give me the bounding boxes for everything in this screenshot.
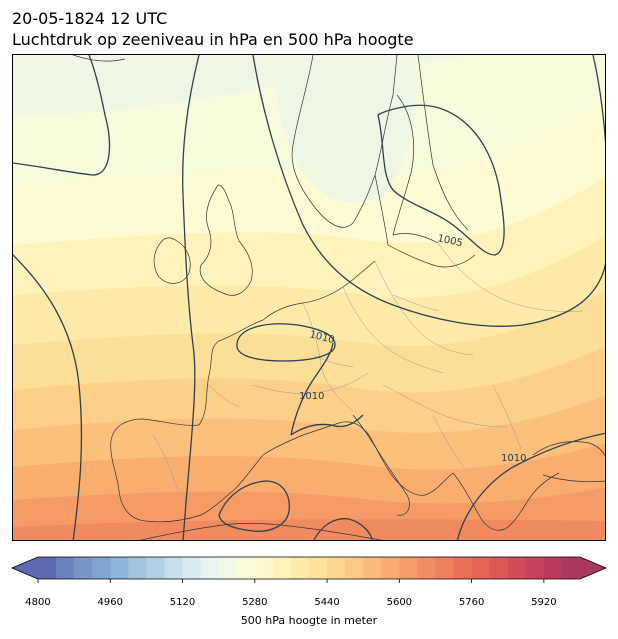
- colorbar-cell: [92, 557, 111, 579]
- colorbar-tick-label: 5920: [531, 597, 556, 608]
- colorbar-cell: [345, 557, 364, 579]
- colorbar-cell: [309, 557, 328, 579]
- coastline-balkans-greece: [452, 472, 560, 531]
- border-line: [437, 242, 584, 312]
- colorbar-cell: [290, 557, 310, 579]
- colorbar-cell: [56, 557, 75, 579]
- isobar-line: [13, 55, 111, 176]
- colorbar-label: 500 hPa hoogte in meter: [240, 614, 378, 627]
- isobar-line: [218, 480, 290, 532]
- isobar-label: 1005: [436, 233, 463, 249]
- colorbar-tick-label: 5280: [242, 597, 267, 608]
- colorbar-cell: [146, 557, 165, 579]
- isobar-line: [290, 342, 334, 436]
- isobar-line: [290, 414, 364, 436]
- colorbar-cell: [164, 557, 183, 579]
- colorbar-cell: [453, 557, 472, 579]
- colorbar-cell: [74, 557, 93, 579]
- colorbar-cell: [471, 557, 491, 579]
- isobar-label: 1010: [501, 453, 526, 464]
- coastline-norway: [291, 55, 398, 228]
- height-band: [274, 55, 417, 204]
- colorbar-cell: [525, 557, 545, 579]
- coastline-north-africa: [140, 522, 383, 540]
- isobar-line: [456, 432, 605, 540]
- map-date-title: 20-05-1824 12 UTC: [12, 9, 168, 28]
- coastline-continent-north: [262, 260, 376, 321]
- colorbar-cell: [399, 557, 418, 579]
- border-line: [432, 384, 522, 470]
- map-panel: 1005 1010 1010 1010: [12, 54, 606, 541]
- colorbar-tick-label: 5600: [387, 597, 412, 608]
- isobar-line: [13, 254, 83, 540]
- weather-map: 1005 1010 1010 1010: [13, 55, 605, 540]
- coastline-sweden-finland: [374, 55, 469, 246]
- colorbar-cell: [381, 557, 400, 579]
- coastline-baltic: [387, 233, 476, 268]
- coastline-iceland: [72, 55, 126, 62]
- border-line: [312, 294, 440, 368]
- colorbar-cell: [218, 557, 238, 579]
- border-line: [374, 260, 474, 356]
- colorbar-cell: [507, 557, 527, 579]
- colorbar-extend-low: [12, 557, 38, 579]
- border-line: [302, 302, 354, 412]
- border-line: [342, 286, 444, 374]
- coastline-mediterranean: [262, 421, 454, 496]
- colorbar-cell: [561, 557, 581, 579]
- colorbar-cell: [236, 557, 256, 579]
- isobar-line: [313, 518, 374, 540]
- coastline-britain: [199, 184, 253, 296]
- isobar-line: [252, 55, 605, 327]
- border-line: [152, 384, 240, 490]
- height-colorbar: 4800 4960 5120 5280 5440 5600 5760 5920: [10, 556, 608, 608]
- colorbar-tick-label: 5760: [459, 597, 484, 608]
- colorbar-cell: [128, 557, 147, 579]
- coastline-france-atlantic: [198, 319, 264, 426]
- coastline-black-sea: [532, 441, 605, 483]
- colorbar-extend-high: [580, 557, 606, 579]
- height-band: [13, 519, 605, 540]
- colorbar-tick-label: 4960: [98, 597, 123, 608]
- colorbar-cell: [489, 557, 509, 579]
- colorbar-cell: [272, 557, 292, 579]
- colorbar-cell: [435, 557, 454, 579]
- border-line: [382, 384, 508, 428]
- coastline-italy: [352, 414, 410, 516]
- colorbar-cell: [38, 557, 57, 579]
- border-line: [252, 372, 369, 394]
- colorbar-tick-label: 5440: [314, 597, 339, 608]
- colorbar-cell: [254, 557, 274, 579]
- isobar-label: 1010: [299, 391, 324, 402]
- colorbar-cell: [543, 557, 563, 579]
- coastline-iberia: [110, 418, 264, 523]
- isobar-line: [236, 323, 336, 362]
- colorbar-tick-label: 4800: [25, 597, 50, 608]
- colorbar-cell: [327, 557, 346, 579]
- colorbar-cell: [363, 557, 382, 579]
- colorbar-tick-label: 5120: [170, 597, 195, 608]
- map-main-title: Luchtdruk op zeeniveau in hPa en 500 hPa…: [12, 30, 414, 49]
- isobar-line: [377, 104, 505, 256]
- colorbar-cell: [110, 557, 129, 579]
- colorbar-cell: [182, 557, 201, 579]
- isobar-line: [182, 55, 200, 540]
- colorbar-cell: [417, 557, 436, 579]
- coastline-ireland: [153, 237, 191, 284]
- colorbar-cell: [200, 557, 220, 579]
